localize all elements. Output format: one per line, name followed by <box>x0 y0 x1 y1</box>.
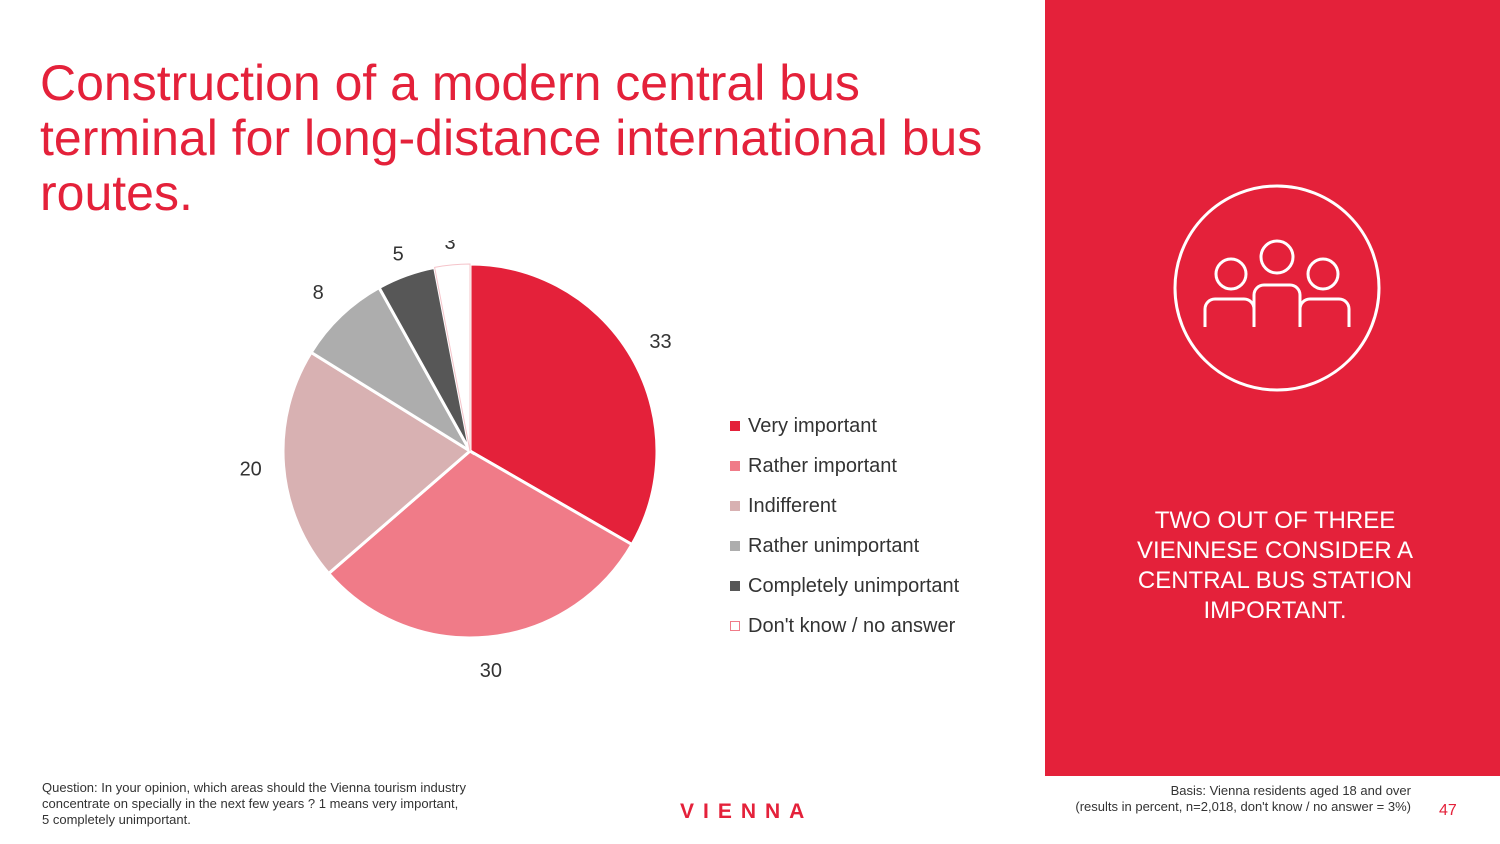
legend-label: Rather unimportant <box>748 534 920 557</box>
legend-item-completely-unimportant: Completely unimportant <box>730 566 959 606</box>
panel-message-line: CENTRAL BUS STATION <box>1137 567 1413 594</box>
page-number: 47 <box>1439 802 1457 819</box>
panel-message-line: VIENNESE CONSIDER A <box>1136 537 1414 564</box>
page-title: Construction of a modern central bus ter… <box>40 55 983 221</box>
vienna-logo: VIENNA <box>680 800 814 823</box>
legend-swatch <box>730 421 740 431</box>
chart-legend: Very important Rather important Indiffer… <box>730 406 959 646</box>
question-line: Question: In your opinion, which areas s… <box>42 780 466 795</box>
panel-message-line: IMPORTANT. <box>1203 597 1347 624</box>
question-line: concentrate on specially in the next few… <box>42 796 459 811</box>
legend-swatch <box>730 501 740 511</box>
pie-data-label: 33 <box>649 331 671 353</box>
basis-line: Basis: Vienna residents aged 18 and over <box>1170 783 1411 798</box>
highlight-panel: TWO OUT OF THREE VIENNESE CONSIDER A CEN… <box>1045 0 1500 776</box>
legend-item-dont-know: Don't know / no answer <box>730 606 959 646</box>
pie-slice-indifferent <box>281 350 473 576</box>
question-line: 5 completely unimportant. <box>42 812 191 827</box>
question-note: Question: In your opinion, which areas s… <box>42 780 542 828</box>
basis-line: (results in percent, n=2,018, don't know… <box>1075 799 1411 814</box>
legend-swatch <box>730 461 740 471</box>
legend-swatch <box>730 581 740 591</box>
pie-slice-rather-unimportant <box>309 285 475 456</box>
legend-item-rather-important: Rather important <box>730 446 959 486</box>
legend-swatch <box>730 621 740 631</box>
pie-data-label: 30 <box>480 660 502 682</box>
pie-data-label: 5 <box>393 244 404 266</box>
legend-label: Don't know / no answer <box>748 614 956 637</box>
people-group-icon <box>1173 184 1381 392</box>
pie-slice-rather-important <box>326 449 634 640</box>
legend-item-very-important: Very important <box>730 406 959 446</box>
basis-note: Basis: Vienna residents aged 18 and over… <box>971 783 1411 815</box>
pie-data-label: 3 <box>444 240 455 254</box>
legend-item-indifferent: Indifferent <box>730 486 959 526</box>
legend-label: Very important <box>748 414 877 437</box>
legend-label: Rather important <box>748 454 897 477</box>
panel-message: TWO OUT OF THREE VIENNESE CONSIDER A CEN… <box>1085 506 1465 626</box>
legend-swatch <box>730 541 740 551</box>
legend-label: Completely unimportant <box>748 574 960 597</box>
pie-data-label: 20 <box>240 458 262 480</box>
pie-slice-very-important <box>468 262 659 547</box>
pie-data-label: 8 <box>313 282 324 304</box>
panel-message-line: TWO OUT OF THREE <box>1154 507 1396 534</box>
pie-chart: 33 30 20 8 5 3 <box>240 240 672 682</box>
legend-item-rather-unimportant: Rather unimportant <box>730 526 959 566</box>
legend-label: Indifferent <box>748 494 837 517</box>
pie-slice-don-t-know-no-answer <box>434 263 471 452</box>
